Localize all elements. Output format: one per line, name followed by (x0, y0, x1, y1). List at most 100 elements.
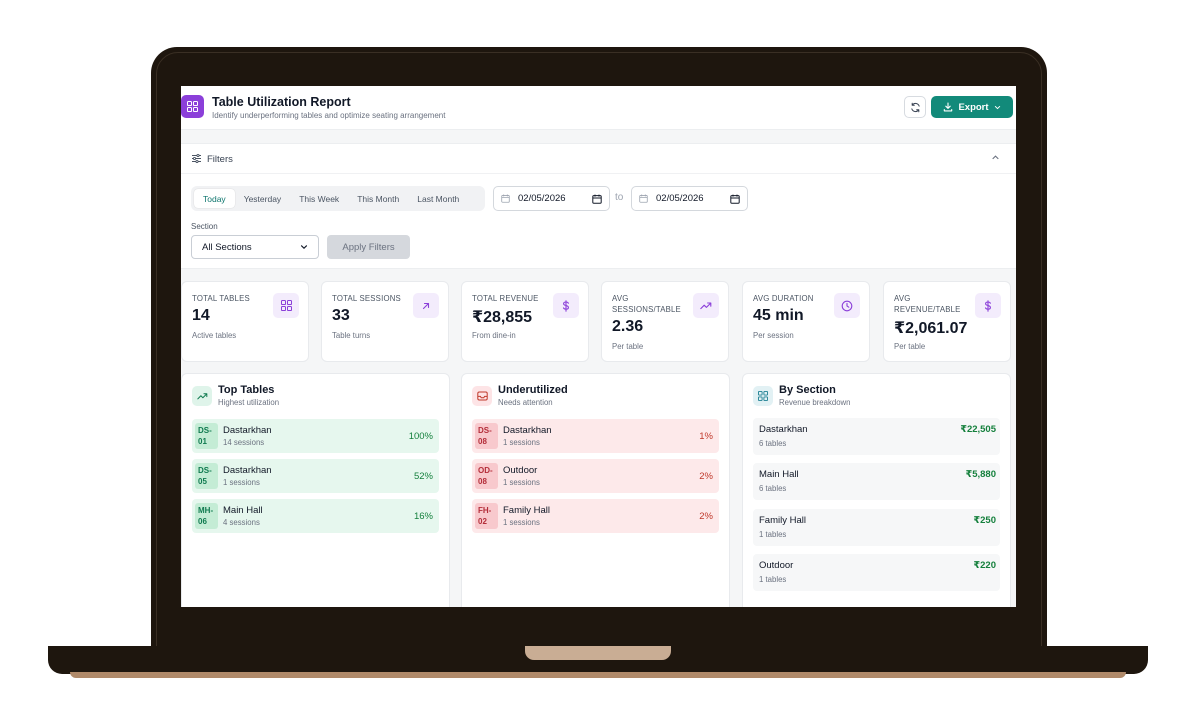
section-name: Main Hall (759, 469, 799, 480)
panel-title: By Section (779, 384, 836, 396)
sliders-icon (192, 153, 201, 164)
tab-this-month[interactable]: This Month (357, 193, 400, 204)
page-header: Table Utilization Report Identify underp… (181, 86, 1016, 130)
table-utilization: 16% (413, 511, 433, 522)
section-row[interactable]: Outdoor 1 tables ₹220 (753, 554, 1000, 591)
clock-icon (834, 293, 860, 318)
table-utilization: 1% (699, 431, 713, 442)
stat-value: 2.36 (612, 318, 644, 335)
table-code-badge: DS-01 (195, 423, 218, 449)
date-from-value: 02/05/2026 (518, 193, 566, 204)
panel-subtitle: Highest utilization (218, 398, 280, 407)
dollar-icon (975, 293, 1001, 318)
section-revenue: ₹220 (973, 560, 996, 571)
stat-value: 14 (192, 307, 210, 324)
date-to-input[interactable]: 02/05/2026 (631, 186, 748, 211)
table-row[interactable]: DS-08 Dastarkhan 1 sessions 1% (472, 419, 719, 453)
grid-icon (753, 386, 773, 406)
section-name: Dastarkhan (759, 424, 808, 435)
calendar-picker-icon[interactable] (730, 194, 740, 204)
stat-sub: Per session (753, 331, 794, 340)
apply-filters-button[interactable]: Apply Filters (327, 235, 410, 259)
grid-icon (181, 95, 204, 118)
table-sessions: 1 sessions (503, 518, 540, 527)
table-row[interactable]: DS-05 Dastarkhan 1 sessions 52% (192, 459, 439, 493)
table-code-badge: OD-08 (475, 463, 498, 489)
table-code-badge: MH-06 (195, 503, 218, 529)
table-utilization: 2% (699, 471, 713, 482)
date-range-separator: to (615, 192, 624, 203)
stat-value: ₹28,855 (472, 309, 533, 326)
section-label: Section (191, 222, 218, 231)
table-row[interactable]: OD-08 Outdoor 1 sessions 2% (472, 459, 719, 493)
table-sessions: 1 sessions (503, 438, 540, 447)
section-table-count: 1 tables (759, 530, 787, 539)
by-section-panel: By Section Revenue breakdown Dastarkhan … (742, 373, 1011, 607)
calendar-icon (501, 194, 510, 203)
stat-sub: From dine-in (472, 331, 516, 340)
table-sessions: 4 sessions (223, 518, 260, 527)
panel-title: Underutilized (498, 384, 568, 396)
table-code-badge: DS-08 (475, 423, 498, 449)
table-row[interactable]: FH-02 Family Hall 1 sessions 2% (472, 499, 719, 533)
tab-this-week[interactable]: This Week (299, 193, 340, 204)
stat-value: 45 min (753, 307, 804, 324)
laptop-base-edge (70, 672, 1126, 678)
refresh-button[interactable] (904, 96, 926, 118)
tab-today[interactable]: Today (194, 189, 235, 208)
date-range-tabs: Today Yesterday This Week This Month Las… (191, 186, 485, 211)
section-row[interactable]: Dastarkhan 6 tables ₹22,505 (753, 418, 1000, 455)
chevron-down-icon (994, 105, 1000, 109)
panel-subtitle: Needs attention (498, 398, 553, 407)
table-code-badge: FH-02 (475, 503, 498, 529)
stat-value: ₹2,061.07 (894, 320, 968, 337)
stat-label: TOTAL SESSIONS (332, 294, 401, 303)
section-row[interactable]: Family Hall 1 tables ₹250 (753, 509, 1000, 546)
trending-up-icon (192, 386, 212, 406)
table-section-name: Family Hall (503, 505, 550, 516)
stat-sub: Table turns (332, 331, 371, 340)
app-screen: Table Utilization Report Identify underp… (181, 86, 1016, 607)
table-sessions: 1 sessions (223, 478, 260, 487)
table-sessions: 14 sessions (223, 438, 265, 447)
export-button[interactable]: Export (931, 96, 1013, 118)
table-row[interactable]: MH-06 Main Hall 4 sessions 16% (192, 499, 439, 533)
underutilized-panel: Underutilized Needs attention DS-08 Dast… (461, 373, 730, 607)
table-code-badge: DS-05 (195, 463, 218, 489)
section-revenue: ₹5,880 (965, 469, 996, 480)
chevron-down-icon (300, 245, 308, 249)
stat-card-total-tables: TOTAL TABLES 14 Active tables (181, 281, 309, 362)
section-table-count: 1 tables (759, 575, 787, 584)
tab-yesterday[interactable]: Yesterday (243, 193, 282, 204)
stat-card-total-revenue: TOTAL REVENUE ₹28,855 From dine-in (461, 281, 589, 362)
grid-icon (273, 293, 299, 318)
section-name: Family Hall (759, 515, 806, 526)
page-subtitle: Identify underperforming tables and opti… (212, 111, 446, 120)
filters-title: Filters (207, 154, 233, 165)
table-row[interactable]: DS-01 Dastarkhan 14 sessions 100% (192, 419, 439, 453)
arrow-up-right-icon (413, 293, 439, 318)
section-revenue: ₹250 (973, 515, 996, 526)
stat-label: TOTAL TABLES (192, 294, 250, 303)
section-row[interactable]: Main Hall 6 tables ₹5,880 (753, 463, 1000, 500)
date-from-input[interactable]: 02/05/2026 (493, 186, 610, 211)
section-select[interactable]: All Sections (191, 235, 319, 259)
section-table-count: 6 tables (759, 484, 787, 493)
stat-card-total-sessions: TOTAL SESSIONS 33 Table turns (321, 281, 449, 362)
stat-sub: Per table (612, 342, 644, 351)
stat-card-avg-revenue-per-table: AVG REVENUE/TABLE ₹2,061.07 Per table (883, 281, 1011, 362)
stat-sub: Active tables (192, 331, 237, 340)
stat-sub: Per table (894, 342, 926, 351)
dollar-icon (553, 293, 579, 318)
filters-toggle[interactable]: Filters (181, 144, 1016, 174)
table-section-name: Dastarkhan (223, 425, 272, 436)
chevron-up-icon[interactable] (991, 153, 1000, 162)
stat-label: AVG SESSIONS/TABLE (612, 294, 681, 314)
tab-last-month[interactable]: Last Month (417, 193, 460, 204)
stat-value: 33 (332, 307, 350, 324)
calendar-picker-icon[interactable] (592, 194, 602, 204)
export-label: Export (958, 101, 989, 113)
section-revenue: ₹22,505 (960, 424, 996, 435)
table-section-name: Outdoor (503, 465, 538, 476)
